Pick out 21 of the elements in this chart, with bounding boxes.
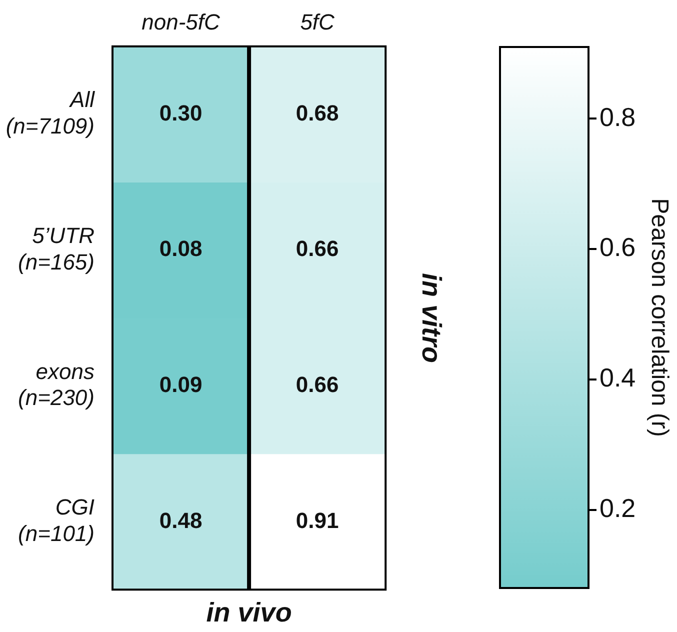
y-tick-label: CGI (n=101) [18, 494, 94, 546]
data-label: 0.09 [159, 372, 202, 397]
color-bar-label: 0.6 [600, 232, 636, 262]
y2-axis-title: in vitro [416, 272, 446, 364]
x-axis-title: in vivo [206, 597, 292, 628]
color-bar-label: 0.8 [600, 102, 636, 132]
x-tick-label: 5fC [300, 9, 335, 34]
y-tick-label: All (n=7109) [6, 87, 96, 139]
data-label: 0.66 [296, 236, 339, 262]
y-tick-label: exons (n=230) [18, 358, 94, 410]
data-label: 0.91 [296, 508, 339, 533]
data-label: 0.08 [159, 236, 202, 262]
color-bar-label: 0.2 [600, 492, 636, 523]
data-label: 0.48 [159, 508, 202, 533]
color-bar-title: Pearson correlation (r) [646, 198, 673, 437]
data-label: 0.66 [296, 372, 339, 397]
x-tick-label: non-5fC [142, 9, 220, 34]
data-label: 0.30 [159, 100, 202, 126]
y-tick-label: 5’UTR (n=165) [18, 223, 95, 274]
data-label: 0.68 [296, 100, 339, 126]
color-bar-label: 0.4 [600, 362, 636, 393]
